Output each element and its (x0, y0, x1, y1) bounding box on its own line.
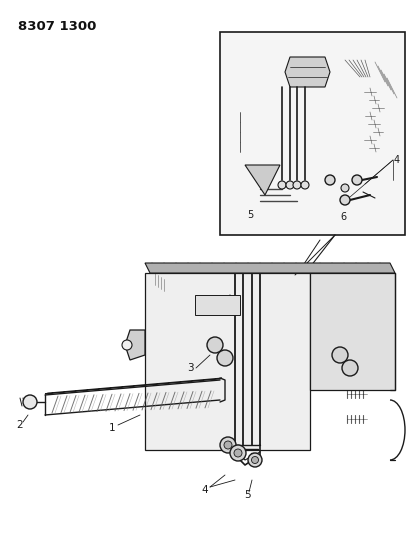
Circle shape (220, 437, 236, 453)
Circle shape (251, 456, 258, 464)
Polygon shape (245, 165, 279, 195)
Polygon shape (145, 263, 394, 273)
Circle shape (351, 175, 361, 185)
Circle shape (277, 181, 285, 189)
Bar (220, 32, 404, 235)
Circle shape (247, 453, 261, 467)
Text: 1: 1 (108, 423, 115, 433)
Text: 4: 4 (393, 155, 399, 165)
Circle shape (339, 195, 349, 205)
Polygon shape (309, 273, 394, 390)
Circle shape (223, 441, 231, 449)
Circle shape (207, 337, 222, 353)
Text: 6: 6 (339, 212, 345, 222)
Text: 3: 3 (186, 363, 193, 373)
Circle shape (341, 360, 357, 376)
Polygon shape (195, 295, 239, 315)
Circle shape (229, 445, 245, 461)
Circle shape (340, 184, 348, 192)
Polygon shape (45, 378, 221, 394)
Text: 2: 2 (17, 420, 23, 430)
Text: 5: 5 (244, 490, 251, 500)
Circle shape (300, 181, 308, 189)
Circle shape (122, 340, 132, 350)
Circle shape (216, 350, 232, 366)
Circle shape (234, 449, 241, 457)
Circle shape (331, 347, 347, 363)
Text: 5: 5 (246, 210, 252, 220)
Circle shape (23, 395, 37, 409)
Circle shape (292, 181, 300, 189)
Polygon shape (125, 330, 145, 360)
Circle shape (324, 175, 334, 185)
Polygon shape (284, 57, 329, 87)
Text: 4: 4 (201, 485, 208, 495)
Circle shape (285, 181, 293, 189)
Text: 8307 1300: 8307 1300 (18, 20, 96, 33)
Polygon shape (145, 273, 309, 450)
